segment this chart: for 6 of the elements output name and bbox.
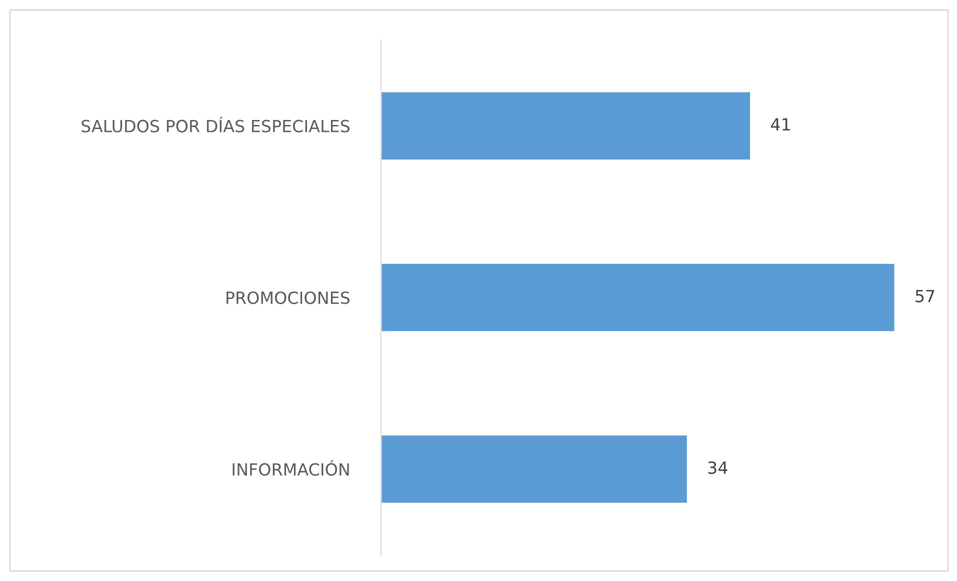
data-label: 34 bbox=[708, 461, 728, 474]
y-tick-label: PROMOCIONES bbox=[226, 291, 350, 304]
data-label: 41 bbox=[770, 118, 790, 130]
y-tick-label: INFORMACIÓN bbox=[232, 460, 349, 476]
y-tick-label: SALUDOS POR DÍAS ESPECIALES bbox=[82, 116, 350, 132]
data-label: 57 bbox=[916, 290, 934, 302]
